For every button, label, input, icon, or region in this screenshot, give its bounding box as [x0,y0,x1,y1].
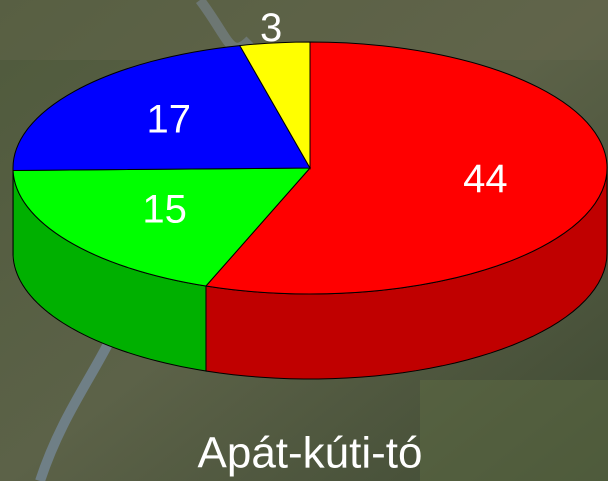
chart-title: Apát-kúti-tó [198,429,423,478]
data-label: 3 [260,6,282,50]
data-label: 15 [142,187,187,231]
data-label: 44 [463,157,508,201]
fields [420,380,608,481]
chart: 44 15 17 3 Apát-kúti-tó [0,0,608,481]
data-label: 17 [147,97,192,141]
